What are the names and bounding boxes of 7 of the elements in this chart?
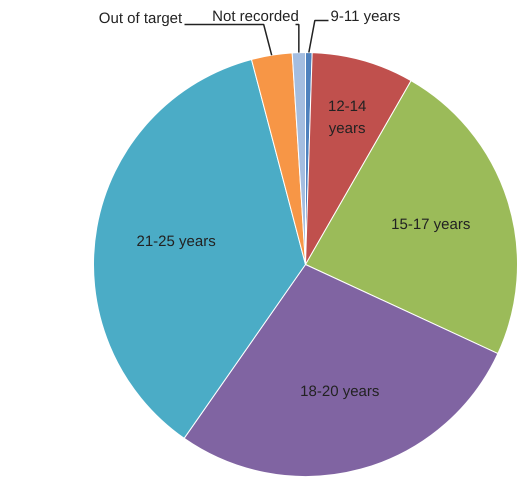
slice-label: 12-14 years xyxy=(328,98,366,138)
slice-label: Not recorded xyxy=(212,8,299,25)
slice-label: 18-20 years xyxy=(300,382,380,400)
slice-label: 15-17 years xyxy=(391,216,470,234)
slice-label: 21-25 years xyxy=(136,232,216,250)
slice-label: 9-11 years xyxy=(330,8,400,25)
slice-label: Out of target xyxy=(98,10,184,27)
